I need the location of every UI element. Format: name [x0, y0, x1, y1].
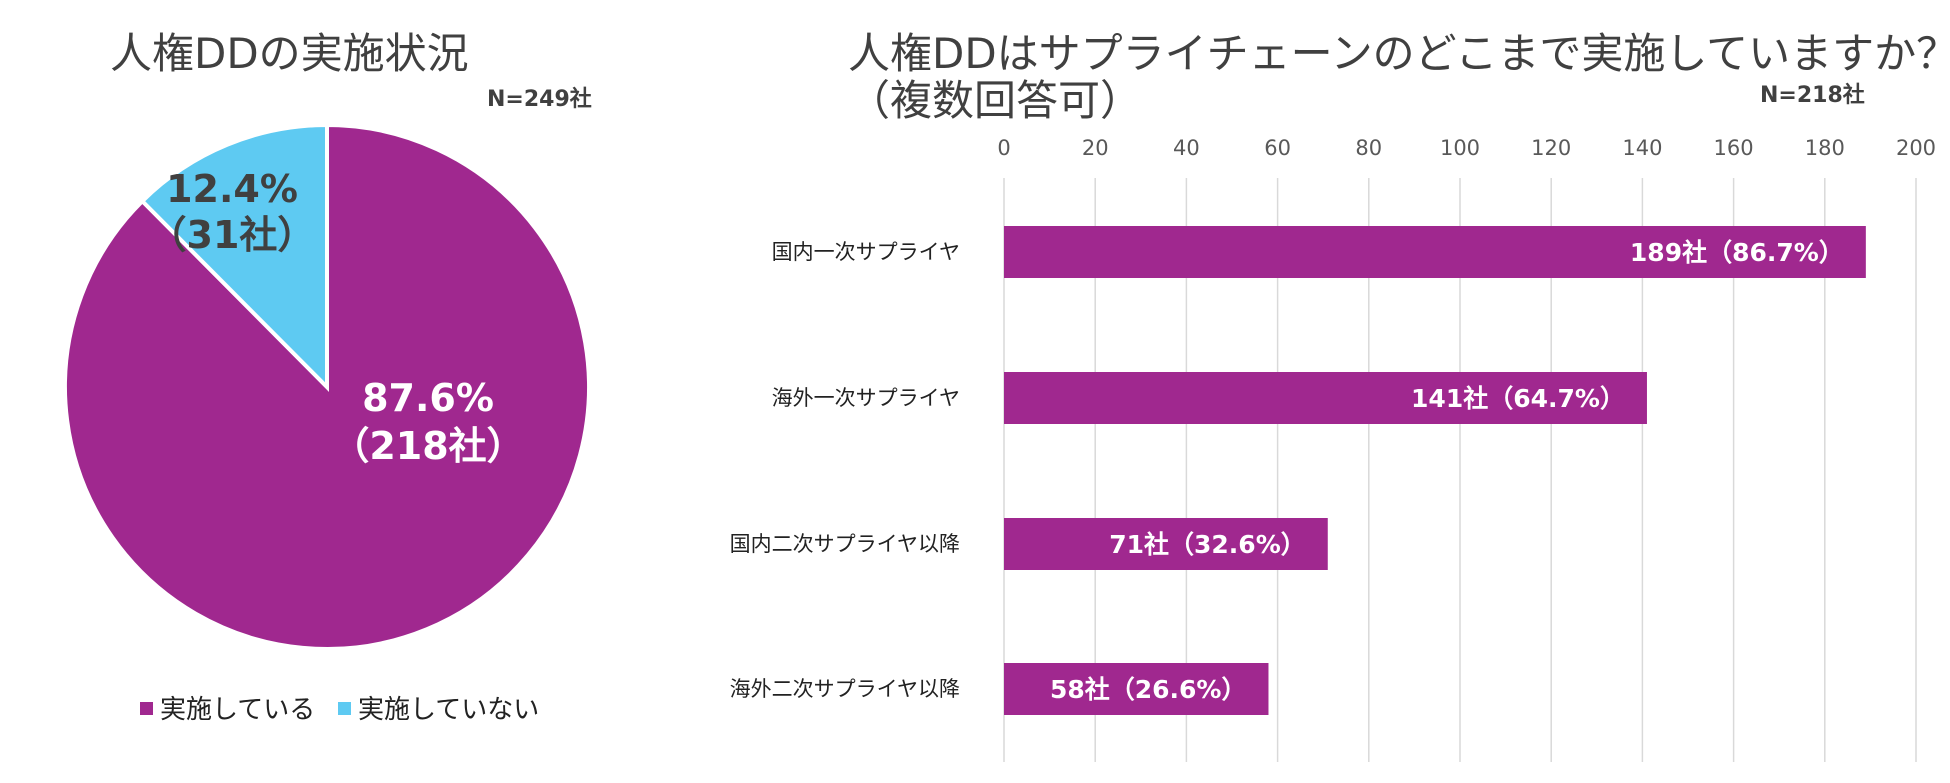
x-tick-label: 20	[1082, 136, 1109, 160]
bar	[1004, 518, 1328, 570]
pie-n-label: N=249社	[487, 86, 592, 112]
pie-legend: 実施している 実施していない	[140, 695, 539, 725]
bar-value-label: 71社（32.6%）	[1109, 530, 1306, 559]
bar-x-axis-ticks: 0 20 40 60 80 100 120 140 160 180 200	[997, 136, 1936, 160]
legend-label-implemented: 実施している	[160, 695, 315, 725]
pie-chart-title: 人権DDの実施状況	[110, 29, 469, 78]
category-label: 海外二次サプライヤ以降	[730, 677, 960, 701]
bar-value-label: 189社（86.7%）	[1630, 238, 1844, 267]
pie-label-implemented-percent: 87.6%	[362, 376, 494, 420]
x-tick-label: 40	[1173, 136, 1200, 160]
x-tick-label: 180	[1805, 136, 1845, 160]
x-tick-label: 160	[1714, 136, 1754, 160]
x-tick-label: 200	[1896, 136, 1936, 160]
x-tick-label: 0	[997, 136, 1010, 160]
x-tick-label: 60	[1264, 136, 1291, 160]
bar-chart: 人権DDはサプライチェーンのどこまで実施していますか？ （複数回答可） N=21…	[730, 29, 1950, 762]
pie-label-implemented-count: （218社）	[331, 424, 524, 468]
bar-value-label: 141社（64.7%）	[1411, 384, 1625, 413]
category-label: 海外一次サプライヤ	[772, 386, 960, 410]
bar-n-label: N=218社	[1760, 82, 1865, 108]
bar-series: 国内一次サプライヤ 189社（86.7%） 海外一次サプライヤ 141社（64.7%）…	[730, 226, 1866, 715]
pie-chart: 人権DDの実施状況 N=249社 87.6% （218社） 12.4% （31社…	[63, 29, 592, 725]
x-tick-label: 120	[1531, 136, 1571, 160]
category-label: 国内二次サプライヤ以降	[730, 532, 960, 556]
bar-chart-title-line2: （複数回答可）	[848, 76, 1142, 125]
bar-value-label: 58社（26.6%）	[1050, 675, 1247, 704]
pie-slice-not-implemented	[139, 122, 329, 392]
legend-swatch-implemented	[140, 702, 153, 715]
bar	[1004, 372, 1647, 424]
bar	[1004, 663, 1269, 715]
pie-label-not-implemented-percent: 12.4%	[166, 167, 298, 211]
legend-swatch-not-implemented	[338, 702, 351, 715]
bar	[1004, 226, 1866, 278]
x-tick-label: 100	[1440, 136, 1480, 160]
pie-label-not-implemented-count: （31社）	[149, 213, 316, 257]
x-tick-label: 80	[1355, 136, 1382, 160]
bar-chart-title-line1: 人権DDはサプライチェーンのどこまで実施していますか？	[848, 29, 1950, 78]
x-tick-label: 140	[1622, 136, 1662, 160]
legend-label-not-implemented: 実施していない	[358, 695, 539, 725]
category-label: 国内一次サプライヤ	[772, 240, 960, 264]
